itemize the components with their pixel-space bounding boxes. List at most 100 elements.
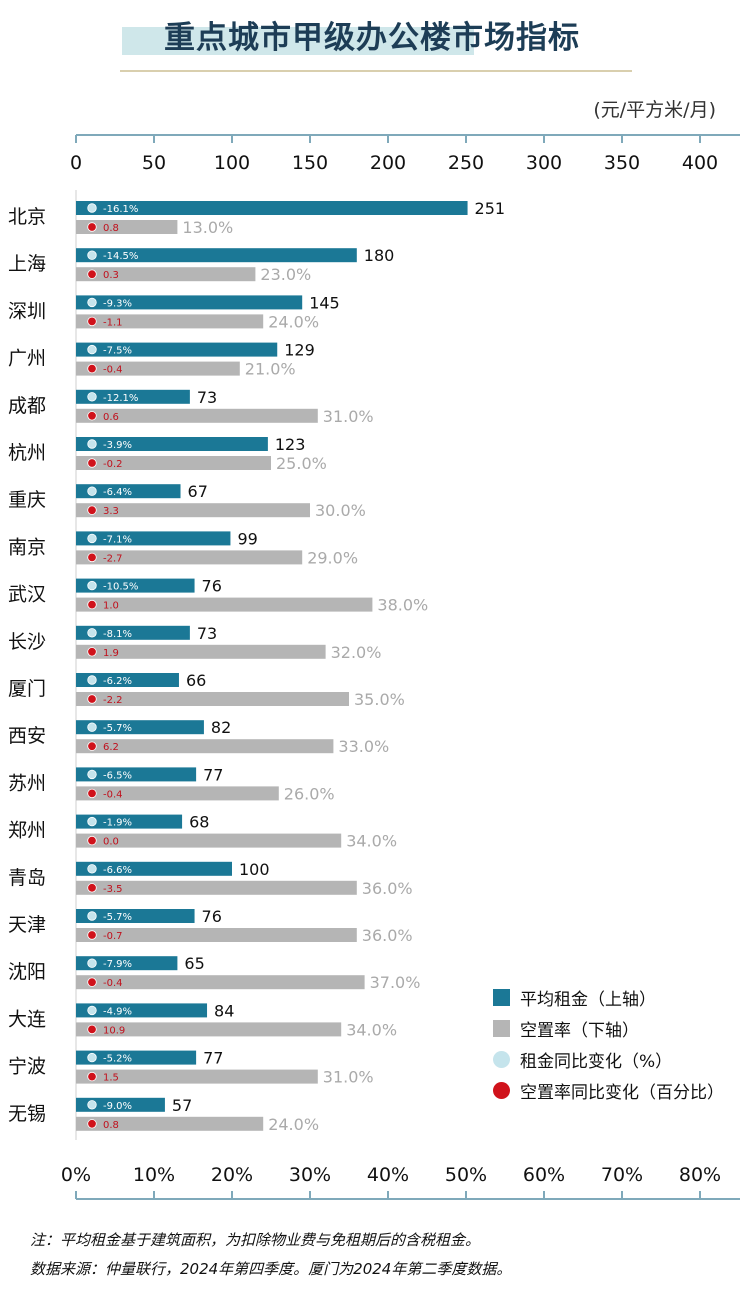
- rent-change-dot: [87, 344, 97, 355]
- vacancy-change-dot: [87, 269, 97, 279]
- vacancy-bar: [76, 408, 318, 423]
- vacancy-change-dot: [87, 741, 97, 751]
- rent-change-label: -16.1%: [103, 204, 138, 215]
- vacancy-change-label: -2.7: [103, 553, 123, 564]
- vacancy-value-label: 34.0%: [346, 832, 397, 851]
- rent-change-label: -4.9%: [103, 1006, 132, 1017]
- vacancy-change-dot: [87, 930, 97, 940]
- vacancy-bar: [76, 314, 264, 329]
- rent-change-label: -14.5%: [103, 251, 138, 262]
- rent-bar: [76, 1050, 197, 1065]
- vacancy-change-label: 1.5: [103, 1073, 119, 1084]
- legend-label-vacancy: 空置率（下轴）: [520, 1021, 639, 1041]
- rent-value-label: 76: [202, 577, 222, 596]
- chart-title: 重点城市甲级办公楼市场指标: [164, 20, 580, 56]
- vacancy-bar: [76, 267, 256, 282]
- vacancy-change-label: -0.4: [103, 365, 123, 376]
- rent-change-dot: [87, 439, 97, 449]
- rent-change-dot: [87, 675, 97, 685]
- city-label: 大连: [8, 1008, 46, 1030]
- rent-value-label: 77: [203, 765, 223, 784]
- rent-value-label: 67: [188, 482, 208, 501]
- top-axis-tick-label: 50: [142, 152, 166, 174]
- title-divider: [120, 70, 632, 72]
- rent-value-label: 251: [475, 199, 506, 218]
- vacancy-value-label: 36.0%: [362, 926, 413, 945]
- vacancy-change-dot: [87, 316, 97, 327]
- rent-change-dot: [87, 1052, 97, 1063]
- city-label: 长沙: [8, 631, 46, 653]
- rent-change-label: -1.9%: [103, 818, 132, 829]
- vacancy-change-label: 10.9: [103, 1025, 125, 1036]
- vacancy-value-label: 30.0%: [315, 501, 366, 520]
- vacancy-change-label: 0.6: [103, 412, 119, 423]
- vacancy-value-label: 26.0%: [284, 784, 335, 803]
- city-label: 杭州: [8, 442, 46, 464]
- vacancy-bar: [76, 361, 240, 376]
- bottom-axis-tick-label: 40%: [367, 1164, 409, 1186]
- vacancy-value-label: 33.0%: [338, 737, 389, 756]
- rent-value-label: 65: [184, 954, 204, 973]
- rent-bar: [76, 956, 178, 971]
- rent-change-dot: [87, 1005, 97, 1016]
- city-label: 郑州: [8, 820, 46, 842]
- vacancy-change-label: -0.4: [103, 789, 123, 800]
- rent-change-label: -5.2%: [103, 1054, 132, 1065]
- legend-swatch-vacancy: [493, 1020, 510, 1037]
- title-highlight: [122, 27, 474, 55]
- bottom-axis-tick-label: 70%: [601, 1164, 643, 1186]
- rent-bar: [76, 342, 278, 357]
- rent-change-label: -7.9%: [103, 959, 132, 970]
- city-label: 西安: [8, 725, 46, 747]
- vacancy-change-dot: [87, 599, 97, 610]
- rent-value-label: 57: [172, 1096, 192, 1115]
- rent-change-label: -10.5%: [103, 582, 138, 593]
- top-axis-tick-label: 350: [604, 152, 640, 174]
- top-axis-tick-label: 150: [292, 152, 328, 174]
- vacancy-bar: [76, 975, 365, 990]
- vacancy-value-label: 37.0%: [370, 973, 421, 992]
- rent-bar: [76, 673, 179, 687]
- footnote-2: 数据来源：仲量联行，2024年第四季度。厦门为2024年第二季度数据。: [30, 1260, 512, 1278]
- city-label: 青岛: [8, 867, 46, 889]
- rent-value-label: 123: [275, 435, 306, 454]
- legend-item-rent: 平均租金（上轴）: [493, 982, 738, 1013]
- vacancy-value-label: 23.0%: [260, 265, 311, 284]
- rent-bar: [76, 814, 183, 829]
- rent-change-dot: [87, 1100, 97, 1110]
- rent-change-dot: [87, 533, 97, 544]
- bottom-axis-tick-label: 30%: [289, 1164, 331, 1186]
- vacancy-value-label: 25.0%: [276, 454, 327, 473]
- rent-bar: [76, 295, 303, 310]
- vacancy-value-label: 24.0%: [268, 312, 319, 331]
- rent-value-label: 76: [202, 907, 222, 926]
- vacancy-change-label: -0.2: [103, 459, 123, 470]
- vacancy-change-dot: [87, 363, 97, 374]
- vacancy-change-label: 1.0: [103, 601, 119, 612]
- legend-dot-rent-change: [493, 1051, 510, 1068]
- vacancy-value-label: 31.0%: [323, 1068, 374, 1087]
- rent-value-label: 84: [214, 1001, 234, 1020]
- rent-change-label: -3.9%: [103, 440, 132, 451]
- vacancy-change-label: 0.8: [103, 1120, 119, 1131]
- rent-value-label: 68: [189, 813, 209, 832]
- rent-bar: [76, 201, 468, 215]
- rent-change-dot: [87, 628, 97, 638]
- vacancy-change-label: -2.2: [103, 695, 123, 706]
- rent-change-label: -8.1%: [103, 629, 132, 640]
- rent-bar: [76, 720, 204, 735]
- vacancy-change-label: 0.3: [103, 270, 119, 281]
- vacancy-change-dot: [87, 505, 97, 515]
- footnote-1: 注：平均租金基于建筑面积，为扣除物业费与免租期后的含税租金。: [30, 1231, 481, 1249]
- city-label: 南京: [8, 536, 46, 558]
- rent-change-dot: [87, 297, 97, 308]
- vacancy-value-label: 36.0%: [362, 879, 413, 898]
- rent-value-label: 145: [309, 293, 340, 312]
- rent-change-dot: [87, 580, 97, 591]
- rent-change-label: -6.6%: [103, 865, 132, 876]
- rent-change-label: -9.0%: [103, 1101, 132, 1112]
- vacancy-value-label: 13.0%: [182, 218, 233, 237]
- vacancy-bar: [76, 220, 178, 234]
- city-label: 重庆: [8, 489, 46, 511]
- legend-item-rent-change: 租金同比变化（%）: [493, 1044, 738, 1075]
